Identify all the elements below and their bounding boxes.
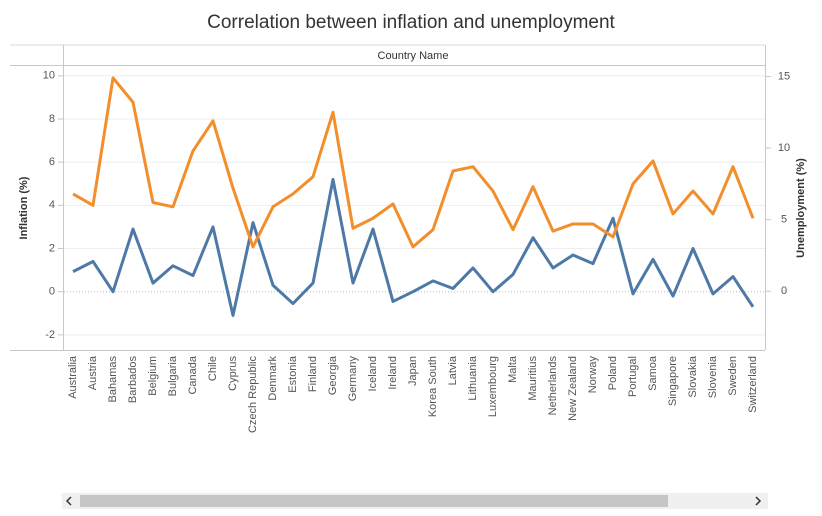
x-tick-label: Finland (307, 356, 319, 392)
x-tick-label: Portugal (627, 356, 639, 397)
x-tick-label: Georgia (327, 355, 339, 395)
x-tick-label: Australia (67, 355, 79, 399)
x-tick-label: Japan (407, 356, 419, 386)
x-header: Country Name (378, 50, 449, 62)
x-tick-label: Malta (507, 355, 519, 383)
y-tick-label: 2 (49, 242, 55, 254)
scroll-left-arrow[interactable] (65, 496, 72, 506)
x-tick-label: Czech Republic (247, 356, 259, 434)
x-tick-label: Bulgaria (167, 355, 179, 396)
x-tick-label: Estonia (287, 355, 299, 393)
x-tick-label: Slovakia (687, 355, 699, 397)
x-tick-label: Bahamas (107, 356, 119, 403)
x-tick-label: Ireland (387, 356, 399, 390)
x-tick-label: Switzerland (747, 356, 759, 413)
x-tick-label: Singapore (667, 356, 679, 406)
y-tick-label: 4 (49, 199, 55, 211)
x-tick-label: Cyprus (227, 356, 239, 391)
y-tick-label: 6 (49, 156, 55, 168)
x-tick-label: Belgium (147, 356, 159, 396)
y-tick-label: 10 (43, 70, 55, 82)
scroll-thumb[interactable] (80, 495, 668, 507)
x-tick-label: Germany (347, 356, 359, 402)
x-tick-label: Mauritius (527, 356, 539, 401)
x-tick-label: Sweden (727, 356, 739, 396)
y2-tick-label: 15 (778, 70, 790, 82)
y-axis-label: Inflation (%) (18, 176, 30, 239)
series-line (72, 177, 755, 317)
x-tick-label: Netherlands (547, 356, 559, 416)
y2-tick-label: 0 (781, 285, 787, 297)
series-line (72, 76, 755, 249)
x-tick-label: Slovenia (707, 355, 719, 398)
y-tick-label: 8 (49, 113, 55, 125)
y-tick-label: -2 (45, 329, 55, 341)
x-tick-label: Luxembourg (487, 356, 499, 417)
chart-title: Correlation between inflation and unempl… (207, 12, 615, 33)
x-tick-label: New Zealand (567, 356, 579, 421)
y2-tick-label: 10 (778, 142, 790, 154)
x-tick-label: Chile (207, 356, 219, 381)
x-tick-label: Poland (607, 356, 619, 390)
x-tick-label: Iceland (367, 356, 379, 391)
x-tick-label: Canada (187, 355, 199, 394)
x-tick-label: Korea South (427, 356, 439, 417)
x-tick-label: Barbados (127, 356, 139, 404)
scrollbar[interactable] (62, 493, 768, 509)
x-tick-label: Lithuania (467, 355, 479, 401)
y2-tick-label: 5 (781, 214, 787, 226)
x-tick-label: Denmark (267, 356, 279, 401)
y-tick-label: 0 (49, 286, 55, 298)
x-tick-label: Norway (587, 356, 599, 394)
y2-axis-label: Unemployment (%) (795, 158, 807, 258)
x-tick-label: Latvia (447, 355, 459, 385)
scroll-right-arrow[interactable] (755, 496, 762, 506)
x-tick-label: Samoa (647, 355, 659, 391)
x-tick-label: Austria (87, 355, 99, 390)
